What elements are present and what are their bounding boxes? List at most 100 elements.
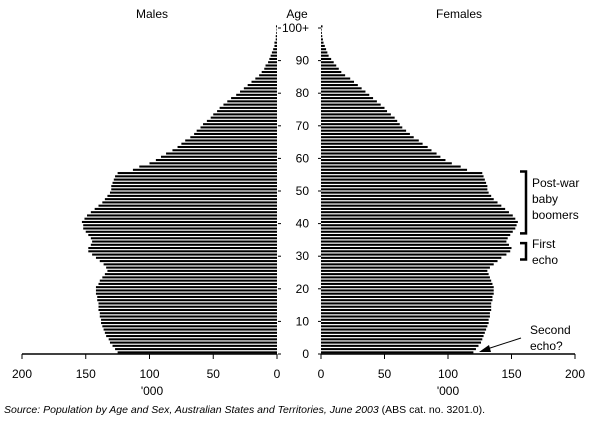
female-bar-age-28 bbox=[321, 260, 498, 263]
female-bar-age-88 bbox=[321, 64, 337, 67]
female-bar-age-74 bbox=[321, 110, 388, 113]
female-bar-age-68 bbox=[321, 129, 407, 132]
male-bar-age-62 bbox=[172, 149, 277, 152]
bracket-first-echo bbox=[520, 241, 528, 261]
male-x-tick-label: 50 bbox=[207, 367, 221, 381]
male-bar-age-53 bbox=[113, 178, 277, 181]
male-bar-age-20 bbox=[95, 286, 277, 289]
male-bar-age-8 bbox=[102, 325, 277, 328]
female-bar-age-10 bbox=[321, 318, 489, 321]
female-bar-age-85 bbox=[321, 74, 346, 77]
male-bar-age-18 bbox=[95, 292, 277, 295]
annotation-post-war-baby-boomers: Post-war bbox=[532, 176, 579, 190]
age-tick-label: 50 bbox=[296, 184, 310, 198]
male-bar-age-67 bbox=[194, 132, 277, 135]
male-bars bbox=[81, 25, 278, 354]
male-bar-age-59 bbox=[155, 159, 277, 162]
female-bar-age-12 bbox=[321, 312, 490, 315]
male-bar-age-16 bbox=[97, 299, 277, 302]
female-bar-age-20 bbox=[321, 286, 494, 289]
age-tick-label: 0 bbox=[302, 347, 309, 361]
male-bar-age-31 bbox=[88, 250, 277, 253]
female-bar-age-19 bbox=[321, 289, 494, 292]
male-bar-age-15 bbox=[98, 302, 277, 305]
female-bar-age-44 bbox=[321, 207, 506, 210]
female-x-tick-label: 100 bbox=[438, 367, 458, 381]
age-tick-label: 10 bbox=[296, 314, 310, 328]
male-bar-age-56 bbox=[132, 168, 277, 171]
female-bar-age-6 bbox=[321, 331, 485, 334]
male-bar-age-25 bbox=[107, 269, 277, 272]
female-bar-age-56 bbox=[321, 168, 468, 171]
male-bar-age-97 bbox=[275, 35, 277, 38]
female-bar-age-33 bbox=[321, 243, 509, 246]
female-bar-age-37 bbox=[321, 230, 513, 233]
male-bar-age-73 bbox=[213, 113, 277, 116]
male-bar-age-83 bbox=[251, 80, 277, 83]
male-bar-age-70 bbox=[203, 123, 277, 126]
age-tick-label: 100+ bbox=[282, 21, 309, 35]
male-bar-age-96 bbox=[275, 38, 277, 41]
age-tick-label: 80 bbox=[296, 86, 310, 100]
male-bar-age-72 bbox=[210, 116, 277, 119]
female-bar-age-50 bbox=[321, 188, 488, 191]
bracket-post-war-baby-boomers bbox=[520, 170, 528, 235]
male-x-tick-label: 200 bbox=[12, 367, 32, 381]
female-bar-age-91 bbox=[321, 54, 329, 57]
male-bar-age-37 bbox=[85, 230, 277, 233]
male-bar-age-93 bbox=[273, 48, 277, 51]
male-bar-age-34 bbox=[92, 240, 277, 243]
age-axis: 0 10 20 30 40 50 60 70 80 90 100+ bbox=[278, 21, 321, 361]
female-x-tick-label: 200 bbox=[565, 367, 585, 381]
male-bar-age-3 bbox=[109, 341, 277, 344]
female-bar-age-94 bbox=[321, 44, 325, 47]
female-bar-age-26 bbox=[321, 266, 490, 269]
male-bar-age-9 bbox=[101, 322, 277, 325]
male-bar-age-48 bbox=[107, 194, 277, 197]
female-bar-age-100 bbox=[321, 25, 323, 28]
male-bar-age-44 bbox=[94, 207, 277, 210]
female-bar-age-66 bbox=[321, 136, 414, 139]
female-bar-age-34 bbox=[321, 240, 507, 243]
male-bar-age-6 bbox=[104, 331, 277, 334]
panel-title-females: Females bbox=[436, 7, 482, 21]
female-bar-age-46 bbox=[321, 201, 498, 204]
male-bar-age-100 bbox=[275, 25, 277, 28]
male-bar-age-91 bbox=[270, 54, 277, 57]
male-bar-age-45 bbox=[98, 204, 277, 207]
female-bar-age-65 bbox=[321, 139, 419, 142]
female-bar-age-72 bbox=[321, 116, 395, 119]
male-bar-age-64 bbox=[181, 142, 277, 145]
male-bar-age-10 bbox=[101, 318, 277, 321]
male-bar-age-65 bbox=[185, 139, 277, 142]
female-bar-age-93 bbox=[321, 48, 327, 51]
female-bar-age-31 bbox=[321, 250, 511, 253]
male-bar-age-1 bbox=[115, 348, 277, 351]
male-x-unit-label: '000 bbox=[141, 384, 164, 398]
female-bar-age-23 bbox=[321, 276, 490, 279]
annotation-post-war-baby-boomers: baby bbox=[532, 192, 558, 206]
male-bar-age-36 bbox=[88, 233, 277, 237]
male-bar-age-51 bbox=[111, 185, 277, 188]
panel-title-males: Males bbox=[136, 7, 168, 21]
male-bar-age-33 bbox=[90, 243, 277, 246]
male-bar-age-12 bbox=[99, 312, 278, 315]
female-bar-age-30 bbox=[321, 253, 507, 256]
female-bar-age-58 bbox=[321, 162, 452, 165]
second-echo-arrow-head bbox=[479, 345, 491, 352]
male-bar-age-38 bbox=[83, 227, 277, 230]
male-bar-age-39 bbox=[83, 224, 277, 227]
male-bar-age-46 bbox=[102, 201, 277, 204]
female-bar-age-95 bbox=[321, 41, 324, 44]
female-bar-age-18 bbox=[321, 292, 494, 295]
female-bar-age-51 bbox=[321, 185, 488, 188]
male-bar-age-98 bbox=[276, 31, 277, 34]
female-bar-age-8 bbox=[321, 325, 488, 328]
annotation-second-echo: Second bbox=[530, 323, 571, 337]
age-tick-label: 30 bbox=[296, 249, 310, 263]
male-bar-age-14 bbox=[98, 305, 277, 308]
female-bar-age-78 bbox=[321, 97, 374, 100]
female-bar-age-14 bbox=[321, 305, 492, 308]
female-bar-age-41 bbox=[321, 217, 516, 220]
